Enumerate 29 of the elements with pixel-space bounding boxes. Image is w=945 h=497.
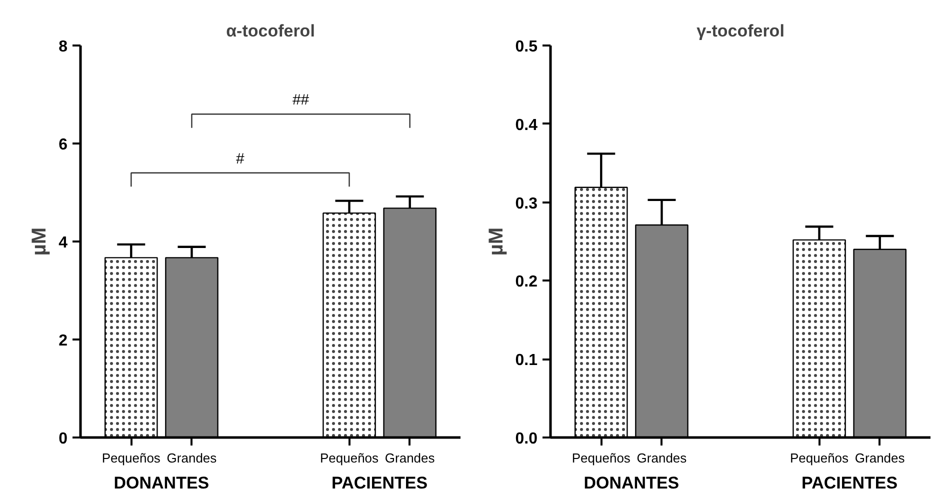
x-tick-label: Grandes bbox=[166, 450, 218, 466]
x-tick-label: Pequeños bbox=[572, 450, 631, 466]
annotation: ## bbox=[292, 92, 310, 109]
x-tick-label: Pequeños bbox=[320, 450, 380, 466]
y-tick-label: 8 bbox=[58, 38, 68, 56]
x-tick-label: Pequeños bbox=[102, 450, 161, 466]
text: DONANTES bbox=[584, 474, 680, 492]
x-tick-label: Pequeños bbox=[790, 450, 850, 466]
y-tick-label: 0.2 bbox=[515, 274, 538, 291]
x-tick-label: Grandes bbox=[854, 450, 906, 466]
y-tick-label: 0.1 bbox=[515, 352, 538, 370]
y-tick-label: 0.4 bbox=[515, 116, 538, 134]
x-tick-label: Grandes bbox=[636, 450, 688, 466]
x-tick-label: Grandes bbox=[384, 450, 436, 466]
y-axis-title: µM bbox=[485, 227, 508, 256]
y-tick-label: 0.3 bbox=[515, 195, 538, 212]
text: PACIENTES bbox=[332, 474, 428, 492]
y-tick-label: 0.5 bbox=[515, 38, 538, 56]
chart-title: α-tocoferol bbox=[226, 22, 315, 40]
text: DONANTES bbox=[114, 474, 210, 492]
y-tick-label: 4 bbox=[58, 234, 68, 252]
text: PACIENTES bbox=[802, 474, 898, 492]
annotation: # bbox=[236, 150, 246, 168]
chart-title: γ-tocoferol bbox=[696, 22, 784, 40]
y-tick-label: 2 bbox=[58, 332, 68, 350]
y-tick-label: 0 bbox=[58, 430, 68, 448]
y-axis-title: µM bbox=[28, 227, 51, 256]
text: 0.0 bbox=[515, 430, 538, 448]
y-tick-label: 6 bbox=[58, 136, 68, 154]
